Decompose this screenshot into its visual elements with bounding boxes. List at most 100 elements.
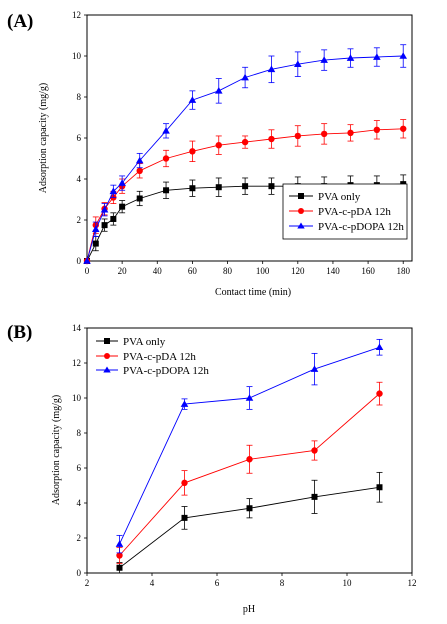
data-point	[136, 195, 143, 202]
legend-item-a-pva-only: PVA only	[289, 191, 361, 203]
y-axis-title-b: Adsorption capacity (mg/g)	[51, 395, 62, 506]
series-layer-b	[115, 338, 384, 574]
data-point	[320, 130, 328, 138]
legend-label: PVA-c-pDOPA 12h	[318, 221, 404, 233]
data-point	[110, 215, 117, 222]
x-tick-label: 2	[85, 578, 90, 588]
legend-marker-square	[298, 193, 304, 199]
x-tick-label: 4	[150, 578, 155, 588]
x-tick-label: 8	[280, 578, 285, 588]
data-point	[162, 127, 170, 134]
data-point	[373, 126, 381, 133]
legend-label: PVA-c-pDA 12h	[318, 206, 391, 218]
data-point	[83, 257, 91, 264]
y-tick-label: 6	[77, 133, 82, 143]
x-tick-label: 40	[153, 266, 163, 276]
x-ticks-b: 2 4 6 8 10 12	[85, 573, 417, 588]
legend-marker-circle	[104, 353, 110, 359]
y-tick-label: 4	[77, 174, 82, 184]
legend-item-b-pda: PVA-c-pDA 12h	[96, 351, 196, 363]
data-point	[320, 56, 328, 63]
panel-label-a: (A)	[7, 11, 33, 32]
y-tick-label: 2	[77, 215, 82, 225]
legend-label: PVA only	[123, 336, 166, 348]
data-point	[91, 225, 100, 233]
y-tick-label: 12	[72, 10, 81, 20]
data-point	[347, 129, 354, 137]
x-tick-label: 120	[291, 266, 305, 276]
y-tick-label: 6	[77, 463, 82, 473]
data-point	[241, 138, 249, 146]
data-point	[189, 148, 196, 155]
data-point	[246, 456, 253, 463]
legend-label: PVA-c-pDA 12h	[123, 351, 196, 363]
data-point	[242, 183, 249, 190]
x-tick-label: 100	[256, 266, 270, 276]
data-point	[189, 185, 196, 192]
x-tick-label: 80	[223, 266, 233, 276]
x-tick-label: 160	[361, 266, 375, 276]
series-pva-c-pdopa-12h	[115, 338, 384, 554]
data-point	[375, 343, 384, 351]
data-point	[109, 187, 118, 195]
data-point	[346, 54, 355, 61]
data-point	[376, 390, 383, 397]
legend-label: PVA-c-pDOPA 12h	[123, 365, 209, 377]
series-line	[119, 393, 380, 556]
data-point	[214, 87, 223, 94]
legend-marker-triangle	[103, 366, 111, 373]
data-point	[246, 505, 253, 512]
data-point	[181, 514, 188, 521]
x-axis-title-b: pH	[243, 604, 255, 615]
data-point	[180, 400, 189, 407]
data-point	[373, 53, 381, 60]
legend-item-a-pda: PVA-c-pDA 12h	[289, 206, 391, 218]
data-point	[115, 540, 124, 547]
y-tick-label: 14	[72, 323, 82, 333]
data-point	[399, 52, 408, 59]
legend-item-a-pdopa: PVA-c-pDOPA 12h	[289, 221, 404, 233]
data-point	[101, 222, 108, 229]
data-point	[245, 394, 254, 401]
chart-a: (A) Adsorption capacity (mg/g) Contact t…	[7, 10, 413, 298]
y-tick-label: 0	[77, 568, 82, 578]
data-point	[268, 183, 275, 190]
y-tick-label: 10	[72, 393, 82, 403]
y-tick-label: 12	[72, 358, 81, 368]
y-ticks-a: 0 2 4 6 8 10 12	[72, 10, 87, 266]
chart-b: (B) Adsorption capacity (mg/g) pH 2 4 6 8 10…	[7, 322, 417, 615]
legend-label: PVA only	[318, 191, 361, 203]
y-ticks-b: 0 2 4 6 8 10 12 14	[72, 323, 87, 578]
series-pva-only	[116, 471, 383, 574]
data-point	[241, 73, 249, 81]
data-point	[100, 205, 109, 213]
data-point	[310, 365, 319, 372]
data-point	[119, 203, 126, 210]
series-line	[86, 55, 404, 262]
data-point	[116, 552, 123, 559]
data-point	[215, 141, 222, 149]
panel-label-b: (B)	[7, 322, 32, 343]
legend-item-b-pdopa: PVA-c-pDOPA 12h	[96, 365, 209, 377]
data-point	[400, 125, 407, 132]
data-point	[311, 447, 318, 454]
y-tick-label: 10	[72, 51, 82, 61]
data-point	[162, 155, 170, 162]
legend-marker-square	[104, 338, 110, 344]
series-pva-c-pdopa-12h	[83, 44, 408, 264]
data-point	[163, 187, 170, 194]
x-tick-label: 10	[343, 578, 353, 588]
x-tick-label: 20	[118, 266, 128, 276]
data-point	[136, 167, 143, 174]
y-tick-label: 8	[77, 428, 82, 438]
data-point	[294, 132, 302, 140]
y-tick-label: 2	[77, 533, 82, 543]
data-point	[268, 135, 275, 143]
data-point	[92, 240, 99, 247]
data-point	[181, 479, 188, 487]
data-point	[116, 564, 123, 571]
legend-marker-triangle	[297, 222, 305, 229]
data-point	[188, 96, 197, 103]
plot-frame-b	[86, 327, 413, 574]
